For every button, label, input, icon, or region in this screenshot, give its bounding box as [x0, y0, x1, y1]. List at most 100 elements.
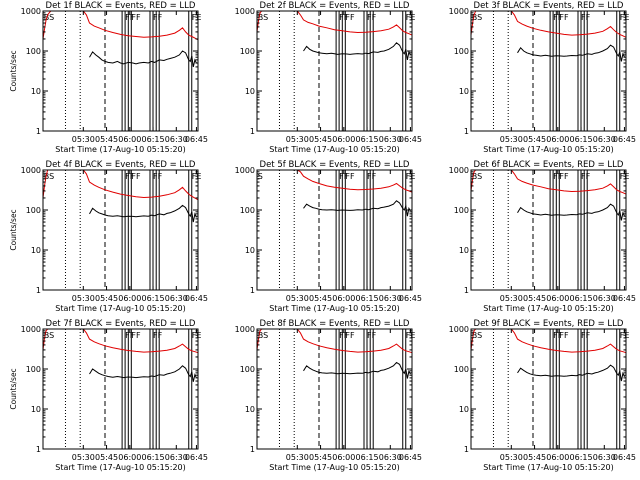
y-tick-label: 100 [240, 47, 255, 56]
x-tick-label: 06:45 [399, 135, 422, 144]
x-tick-label: 06:45 [399, 453, 422, 462]
y-tick-label: 100 [26, 365, 41, 374]
event-label: FF [131, 331, 141, 340]
events-series-line [303, 200, 411, 217]
panel-title: Det 7f BLACK = Events, RED = LLD [46, 319, 196, 329]
y-tick-label: 10 [459, 87, 469, 96]
y-tick-label: 1000 [21, 7, 41, 16]
events-series-line [517, 203, 625, 221]
events-series-line [89, 50, 197, 68]
plot-frame [42, 10, 199, 132]
event-label: FF [153, 331, 163, 340]
y-tick-label: 1000 [235, 325, 255, 334]
plot-frame [42, 169, 199, 291]
x-tick-label: 06:00 [118, 135, 141, 144]
x-tick-label: 06:00 [332, 294, 355, 303]
x-tick-label: 05:30 [286, 294, 309, 303]
y-tick-label: 10 [31, 246, 41, 255]
plot-frame [470, 10, 627, 132]
y-tick-label: 10 [245, 87, 255, 96]
x-tick-label: 05:45 [523, 453, 546, 462]
event-label: FF [153, 13, 163, 22]
y-tick-label: 1 [36, 127, 41, 136]
y-tick-label: 100 [26, 47, 41, 56]
event-label: FF [345, 331, 355, 340]
event-label: FF [339, 13, 349, 22]
x-tick-label: 05:45 [523, 294, 546, 303]
event-label: FF [125, 172, 135, 181]
y-tick-label: 10 [459, 405, 469, 414]
y-tick-label: 1 [464, 445, 469, 454]
x-tick-label: 06:30 [593, 453, 616, 462]
y-tick-label: 1 [250, 286, 255, 295]
x-axis-label: Start Time (17-Aug-10 05:15:20) [269, 463, 400, 472]
lld-series-line [470, 328, 627, 354]
y-axis-label: Counts/sec [9, 209, 18, 250]
event-label: BS [258, 331, 268, 340]
x-tick-label: 05:45 [95, 135, 118, 144]
event-label: FF [553, 13, 563, 22]
x-tick-label: 06:15 [570, 135, 593, 144]
y-tick-label: 10 [245, 405, 255, 414]
y-tick-label: 10 [459, 246, 469, 255]
x-tick-label: 06:00 [332, 135, 355, 144]
x-axis-label: Start Time (17-Aug-10 05:15:20) [55, 304, 186, 313]
x-tick-label: 06:00 [546, 135, 569, 144]
events-series-line [89, 204, 197, 223]
plot-frame [256, 10, 413, 132]
x-tick-label: 06:15 [142, 294, 165, 303]
y-tick-label: 100 [454, 47, 469, 56]
x-tick-label: 05:45 [309, 135, 332, 144]
x-axis-label: Start Time (17-Aug-10 05:15:20) [269, 304, 400, 313]
event-label: FF [153, 172, 163, 181]
event-label: FF [553, 331, 563, 340]
event-label: BS [44, 172, 54, 181]
y-tick-label: 1000 [449, 325, 469, 334]
event-label: BS [44, 331, 54, 340]
events-series-line [303, 42, 411, 60]
x-tick-label: 05:30 [72, 135, 95, 144]
y-tick-label: 10 [31, 87, 41, 96]
x-tick-label: 05:30 [286, 135, 309, 144]
panel-title: Det 6f BLACK = Events, RED = LLD [474, 160, 624, 170]
y-tick-label: 1 [36, 445, 41, 454]
x-tick-label: 05:45 [309, 294, 332, 303]
event-label: FF [131, 13, 141, 22]
x-tick-label: 05:30 [72, 453, 95, 462]
x-tick-label: 06:45 [185, 135, 208, 144]
y-tick-label: 100 [454, 365, 469, 374]
y-tick-label: 1 [250, 445, 255, 454]
x-tick-label: 06:30 [379, 135, 402, 144]
x-tick-label: 06:15 [142, 135, 165, 144]
event-label: FF [559, 331, 569, 340]
x-tick-label: 06:45 [399, 294, 422, 303]
events-series-line [303, 361, 411, 379]
y-tick-label: 100 [454, 206, 469, 215]
event-label: FF [581, 172, 591, 181]
x-tick-label: 05:30 [500, 294, 523, 303]
event-label: FF [559, 13, 569, 22]
y-tick-label: 1000 [449, 7, 469, 16]
x-axis-label: Start Time (17-Aug-10 05:15:20) [55, 463, 186, 472]
x-tick-label: 06:00 [546, 294, 569, 303]
event-label: FF [367, 13, 377, 22]
x-tick-label: 06:45 [613, 294, 636, 303]
x-tick-label: 06:15 [570, 453, 593, 462]
y-tick-label: 1000 [235, 166, 255, 175]
y-tick-label: 1000 [235, 7, 255, 16]
events-series-line [517, 44, 625, 62]
x-tick-label: 06:45 [185, 294, 208, 303]
x-tick-label: 06:30 [593, 135, 616, 144]
y-tick-label: 100 [240, 206, 255, 215]
x-tick-label: 06:45 [613, 135, 636, 144]
x-tick-label: 06:45 [185, 453, 208, 462]
plot-frame [470, 328, 627, 450]
plot-frame [42, 328, 199, 450]
x-tick-label: 05:30 [72, 294, 95, 303]
